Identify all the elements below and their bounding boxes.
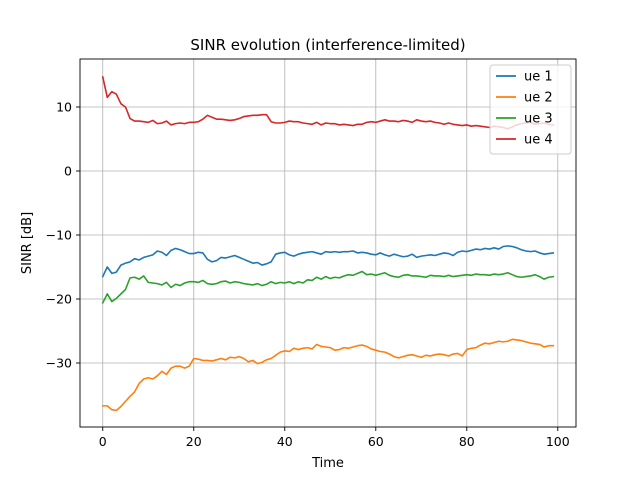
plot-frame bbox=[79, 58, 577, 428]
legend: ue 1 ue 2 ue 3 ue 4 bbox=[489, 64, 572, 155]
grid-lines bbox=[80, 59, 576, 427]
series-line-ue-3 bbox=[101, 270, 555, 304]
y-tick-label: 0 bbox=[64, 164, 72, 179]
y-tick-label: −10 bbox=[46, 228, 72, 243]
x-tick-label: 40 bbox=[277, 434, 293, 449]
y-axis-label: SINR [dB] bbox=[20, 212, 35, 274]
y-tick-label: 10 bbox=[56, 100, 72, 115]
x-axis-label: Time bbox=[311, 456, 344, 471]
series-line-ue-4 bbox=[101, 75, 555, 130]
x-tick-label: 20 bbox=[186, 434, 202, 449]
x-tick-label: 100 bbox=[546, 434, 570, 449]
legend-label: ue 4 bbox=[524, 133, 553, 148]
y-tick-label: −20 bbox=[46, 292, 72, 307]
legend-label: ue 3 bbox=[524, 112, 553, 127]
series-line-ue-1 bbox=[101, 245, 555, 278]
legend-label: ue 2 bbox=[524, 91, 553, 106]
y-tick-label: −30 bbox=[46, 356, 72, 371]
chart-title: SINR evolution (interference-limited) bbox=[190, 36, 465, 54]
series-line-ue-2 bbox=[101, 338, 555, 412]
x-tick-label: 0 bbox=[99, 434, 107, 449]
legend-label: ue 1 bbox=[524, 70, 553, 85]
legend-box bbox=[489, 64, 572, 155]
x-tick-label: 80 bbox=[459, 434, 475, 449]
x-tick-label: 60 bbox=[368, 434, 384, 449]
series-lines bbox=[101, 75, 555, 412]
